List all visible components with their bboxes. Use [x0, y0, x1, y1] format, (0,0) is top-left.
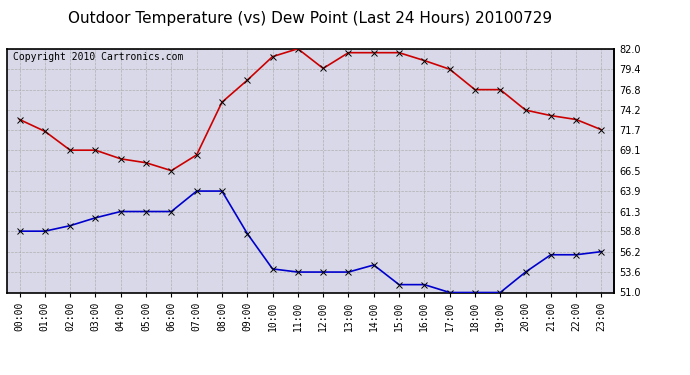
Text: Copyright 2010 Cartronics.com: Copyright 2010 Cartronics.com	[13, 53, 184, 62]
Text: Outdoor Temperature (vs) Dew Point (Last 24 Hours) 20100729: Outdoor Temperature (vs) Dew Point (Last…	[68, 11, 553, 26]
